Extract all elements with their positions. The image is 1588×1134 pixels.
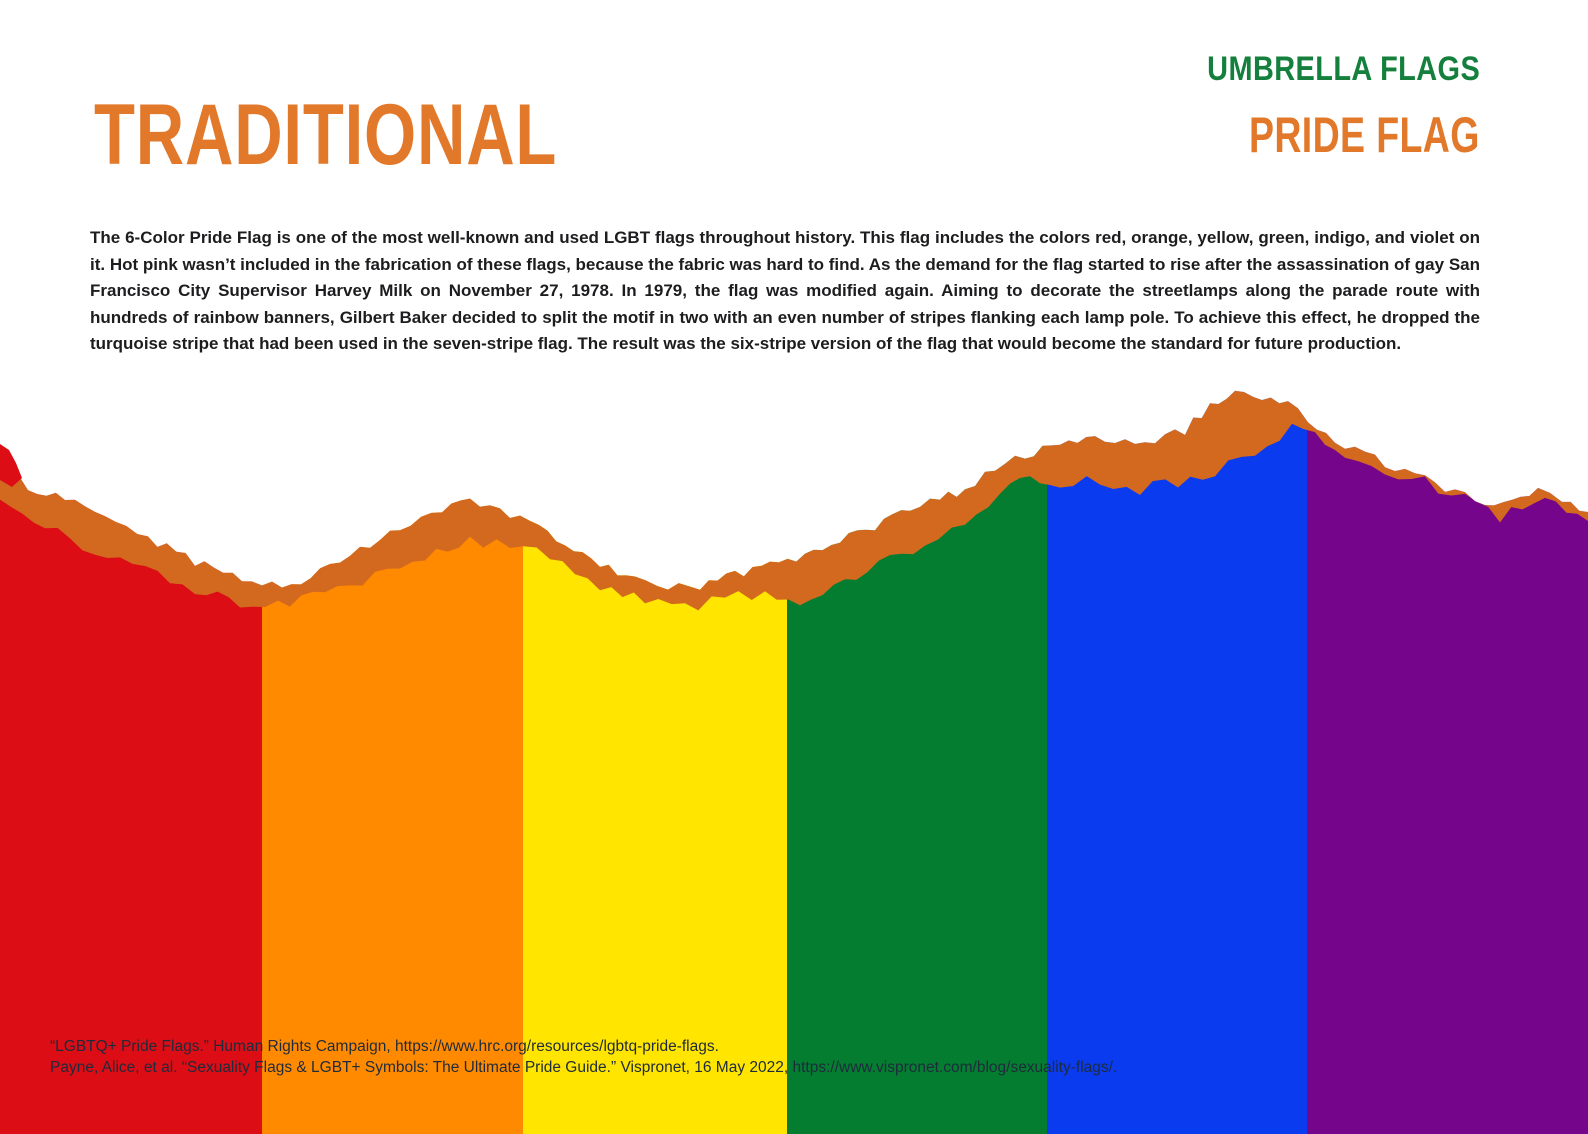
red-torn-shred bbox=[0, 444, 22, 487]
flag-stripe-purple bbox=[1307, 380, 1588, 1134]
description-paragraph: The 6-Color Pride Flag is one of the mos… bbox=[90, 228, 1480, 353]
citation-line-1: “LGBTQ+ Pride Flags.” Human Rights Campa… bbox=[50, 1038, 719, 1055]
pride-flag-graphic bbox=[0, 380, 1588, 1134]
torn-edge-whitespace bbox=[0, 380, 1588, 590]
torn-paper-edge bbox=[0, 390, 1588, 611]
citations: “LGBTQ+ Pride Flags.” Human Rights Campa… bbox=[50, 1036, 1117, 1078]
citation-line-2: Payne, Alice, et al. “Sexuality Flags & … bbox=[50, 1059, 1118, 1076]
collection-label: UMBRELLA FLAGS bbox=[1207, 50, 1480, 88]
page-subtitle: PRIDE FLAG bbox=[1249, 107, 1480, 163]
flag-stripe-blue bbox=[1047, 380, 1307, 1134]
page-title: TRADITIONAL bbox=[94, 87, 558, 183]
